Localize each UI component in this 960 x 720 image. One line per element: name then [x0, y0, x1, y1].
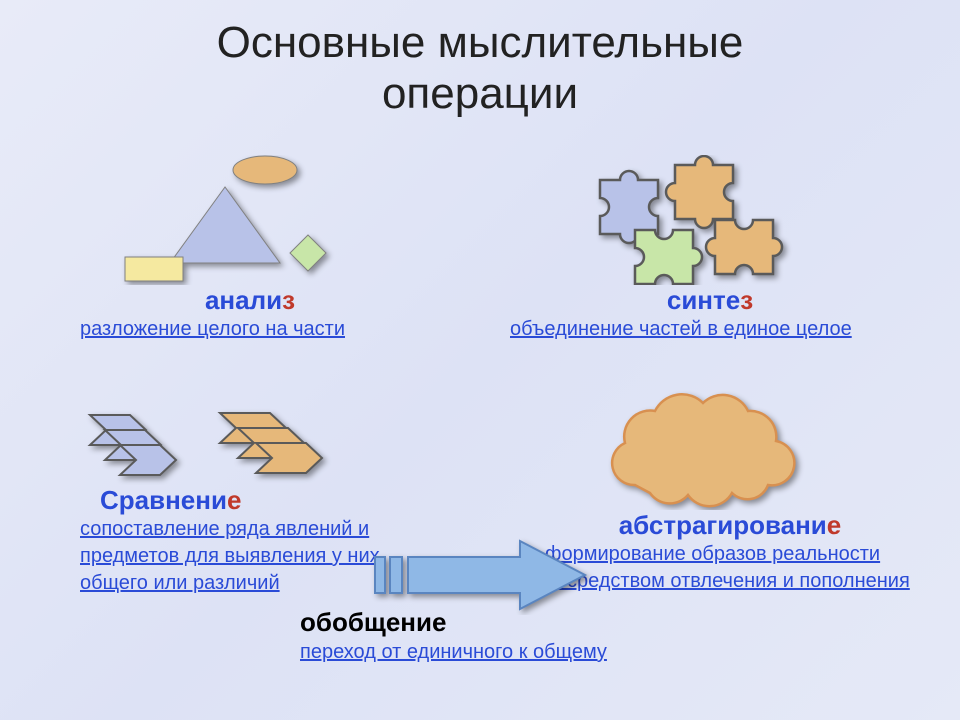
puzzle-piece-4-icon	[706, 220, 782, 274]
synthesis-label: синтез	[510, 285, 910, 316]
comparison-desc: сопоставление ряда явлений и предметов д…	[80, 516, 400, 597]
analysis-desc: разложение целого на части	[80, 316, 420, 343]
diamond-icon	[290, 235, 326, 271]
puzzle-piece-3-icon	[635, 230, 702, 284]
cloud-icon	[612, 394, 794, 506]
triangle-icon	[170, 187, 280, 263]
synthesis-desc: объединение частей в единое целое	[510, 316, 910, 343]
synthesis-block: синтез объединение частей в единое целое	[510, 155, 910, 343]
page-title: Основные мыслительныеоперации	[0, 0, 960, 119]
generalization-desc: переход от единичного к общему	[300, 641, 607, 664]
comparison-block: Сравнение сопоставление ряда явлений и п…	[80, 395, 400, 597]
ellipse-icon	[233, 156, 297, 184]
puzzle-piece-2-icon	[666, 156, 733, 228]
analysis-label: анализ	[80, 285, 420, 316]
analysis-block: анализ разложение целого на части	[80, 155, 420, 343]
comparison-label: Сравнение	[100, 485, 400, 516]
big-arrow-icon	[408, 541, 585, 609]
rect-icon	[125, 257, 183, 281]
generalization-label: обобщение	[300, 607, 446, 638]
